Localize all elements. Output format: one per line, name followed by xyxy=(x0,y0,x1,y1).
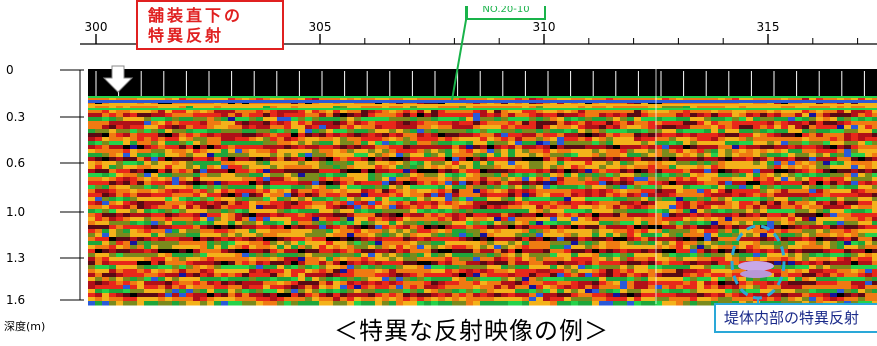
callout-surface-reflection: 舗装直下の特異反射 xyxy=(136,0,284,50)
x-tick-label: 310 xyxy=(533,20,556,34)
anomaly-reflection-mark xyxy=(738,261,774,271)
figure-caption: ＜特異な反射映像の例＞ xyxy=(334,311,609,346)
anomaly-reflection-mark-2 xyxy=(740,270,772,278)
y-tick-label: 0.3 xyxy=(6,110,25,124)
y-tick-label: 1.6 xyxy=(6,293,25,307)
x-tick-label: 315 xyxy=(757,20,780,34)
station-marker-label: NO.20-10 xyxy=(466,6,546,20)
y-tick-label: 0 xyxy=(6,63,14,77)
callout-body-reflection: 堤体内部の特異反射 xyxy=(714,303,877,333)
y-tick-label: 0.6 xyxy=(6,156,25,170)
y-tick-label: 1.0 xyxy=(6,205,25,219)
x-tick-label: 300 xyxy=(85,20,108,34)
surface-reflection-line xyxy=(88,104,877,106)
surface-reflection-line xyxy=(88,96,877,98)
x-tick-label: 305 xyxy=(309,20,332,34)
surface-band xyxy=(88,69,877,97)
callout-surface-text: 舗装直下の特異反射 xyxy=(148,6,243,45)
y-axis-label: 深度(m) xyxy=(4,318,45,334)
surface-reflection-line xyxy=(88,100,877,103)
y-tick-label: 1.3 xyxy=(6,251,25,265)
surface-reflection-line xyxy=(88,108,877,110)
